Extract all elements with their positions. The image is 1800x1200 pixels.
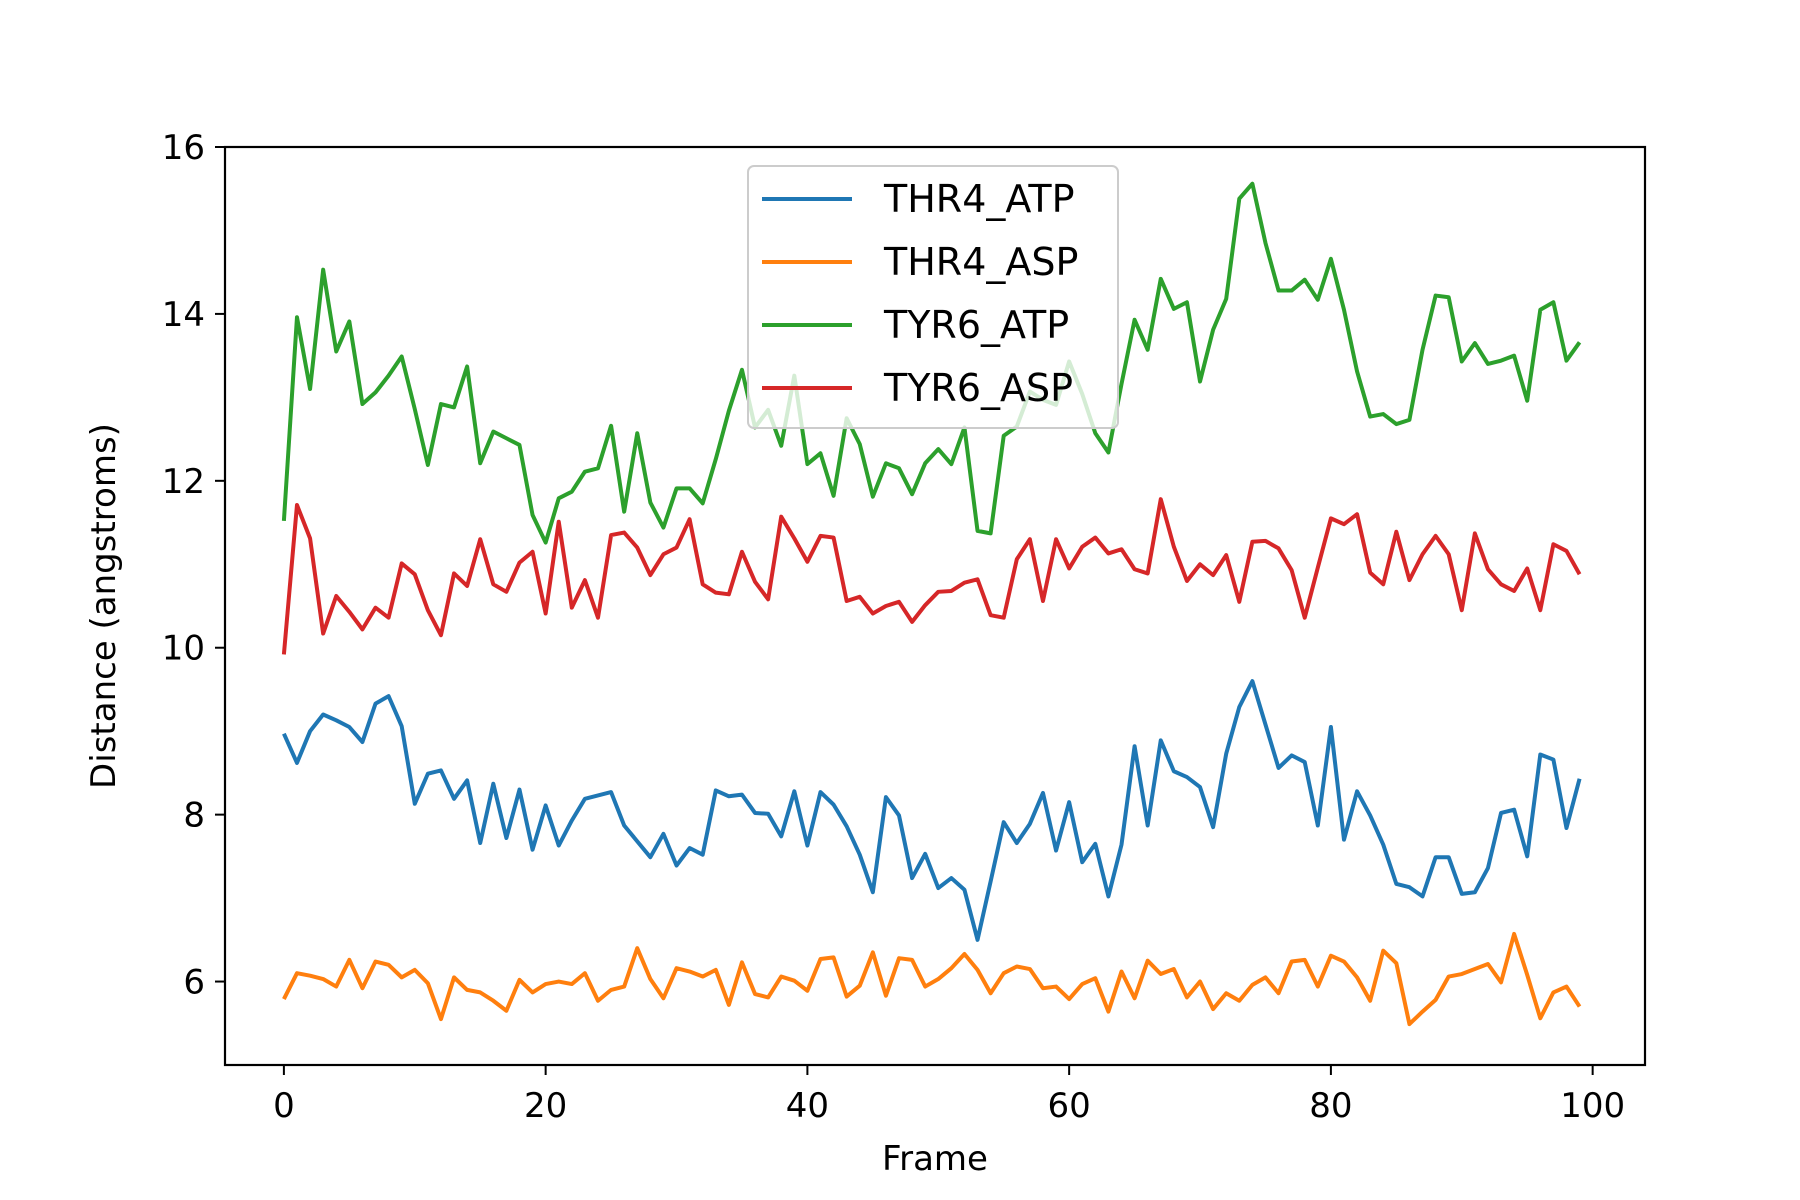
x-tick-label: 60 (1048, 1086, 1091, 1126)
x-tick-label: 100 (1560, 1086, 1625, 1126)
x-axis-label: Frame (882, 1139, 988, 1179)
x-axis-ticks: 0 20 40 60 80 100 (273, 1065, 1625, 1126)
y-tick-label: 10 (162, 629, 205, 669)
y-axis-label: Distance (angstroms) (84, 423, 124, 789)
x-tick-label: 20 (524, 1086, 567, 1126)
series-line-tyr6_atp (281, 181, 1582, 545)
legend-label-tyr6_asp: TYR6_ASP (883, 366, 1073, 410)
x-tick-label: 40 (786, 1086, 829, 1126)
series-line-thr4_atp (282, 679, 1582, 942)
legend-label-thr4_asp: THR4_ASP (883, 240, 1078, 284)
y-tick-label: 14 (162, 295, 205, 335)
y-axis-ticks: 6 8 10 12 14 16 (162, 128, 225, 1003)
series-lines (281, 181, 1582, 1027)
legend: THR4_ATP THR4_ASP TYR6_ATP TYR6_ASP (747, 165, 1119, 429)
legend-label-thr4_atp: THR4_ATP (883, 177, 1075, 221)
legend-label-tyr6_atp: TYR6_ATP (883, 303, 1069, 347)
y-tick-label: 16 (162, 128, 205, 168)
x-tick-label: 80 (1309, 1086, 1352, 1126)
y-tick-label: 8 (183, 796, 205, 836)
series-line-tyr6_asp (281, 497, 1582, 655)
y-tick-label: 6 (183, 963, 205, 1003)
y-tick-label: 12 (162, 462, 205, 502)
plot-area-frame (223, 145, 1647, 1067)
legend-box (747, 165, 1119, 429)
x-tick-label: 0 (273, 1086, 295, 1126)
series-line-thr4_asp (282, 931, 1582, 1027)
